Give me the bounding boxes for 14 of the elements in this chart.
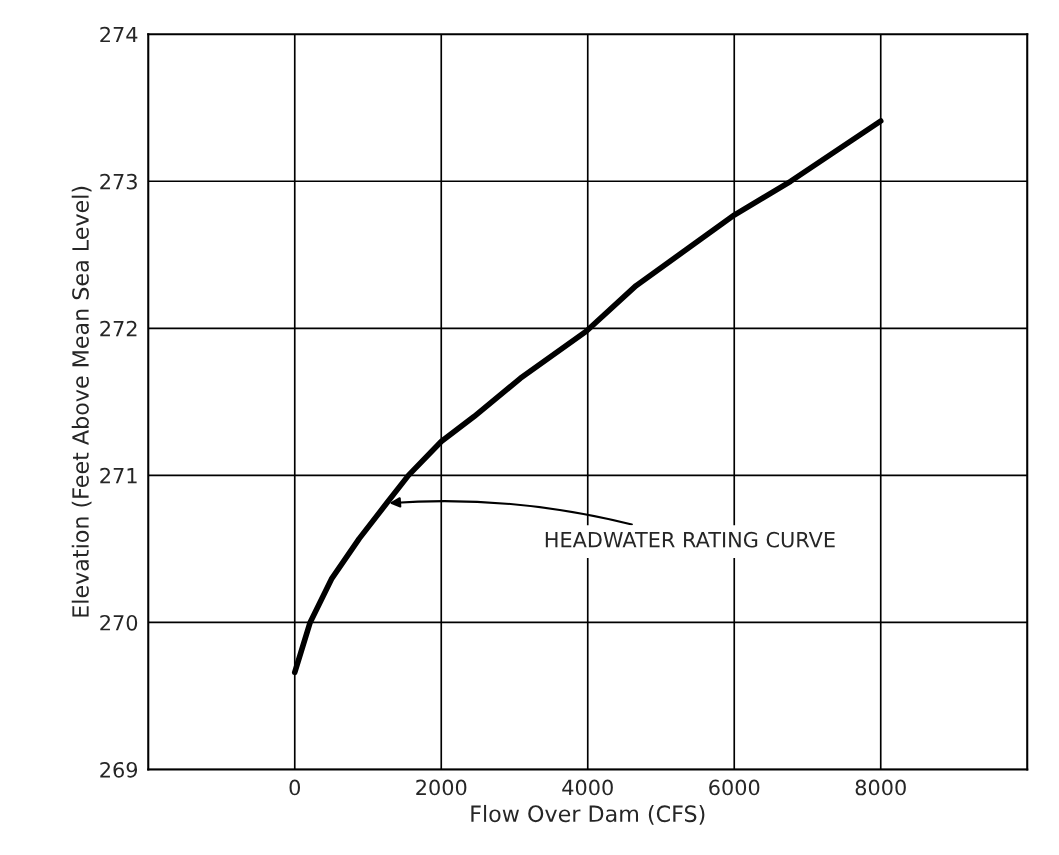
y-tick-label: 272 [100,320,137,337]
y-tick-label: 273 [100,173,137,190]
y-axis-title: Elevation (Feet Above Mean Sea Level) [71,186,92,617]
x-tick-label: 4000 [562,779,613,796]
x-tick-label: 6000 [709,779,760,796]
y-tick-label: 271 [100,467,137,484]
x-tick-label: 8000 [855,779,906,796]
y-tick-label: 269 [100,761,138,778]
x-axis-title: Flow Over Dam (CFS) [471,804,705,825]
x-tick-label: 2000 [416,779,467,796]
annotation: HEADWATER RATING CURVE [545,531,835,548]
x-tick-label: 0 [289,779,300,796]
y-tick-label: 270 [100,614,138,631]
y-tick-label: 274 [100,26,138,43]
